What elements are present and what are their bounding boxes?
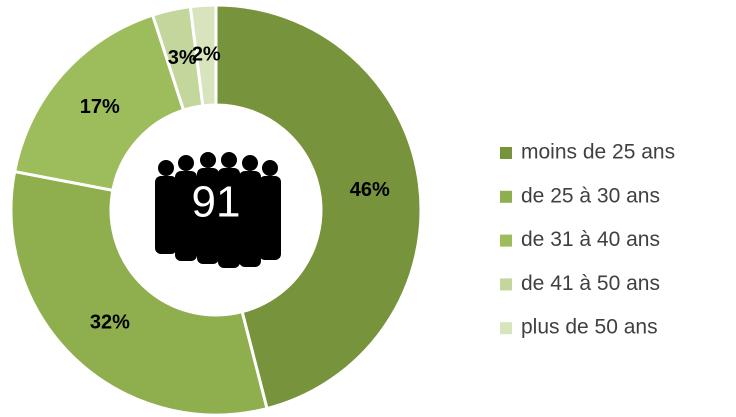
legend-swatch [500,234,512,247]
data-label: 46% [350,179,390,201]
center-label: 91 [192,178,241,227]
data-label: 32% [90,311,130,333]
legend-swatch [500,190,512,203]
legend-label: de 41 à 50 ans [521,272,660,295]
slice [12,13,186,193]
slice [214,3,423,411]
legend: moins de 25 ans de 25 à 30 ans de 31 à 40 … [500,141,675,339]
donut [9,3,423,417]
legend-label: plus de 50 ans [521,316,658,339]
data-label: 17% [80,96,120,118]
legend-swatch [500,147,512,159]
slice [188,3,218,108]
legend-label: moins de 25 ans [521,141,675,164]
slice [9,169,269,417]
data-label: 2% [192,44,221,66]
legend-swatch [500,322,512,335]
legend-label: de 25 à 30 ans [521,184,660,207]
legend-swatch [500,278,512,291]
people-icon [155,152,281,268]
legend-label: de 31 à 40 ans [521,228,660,251]
data-label: 3% [168,47,197,69]
